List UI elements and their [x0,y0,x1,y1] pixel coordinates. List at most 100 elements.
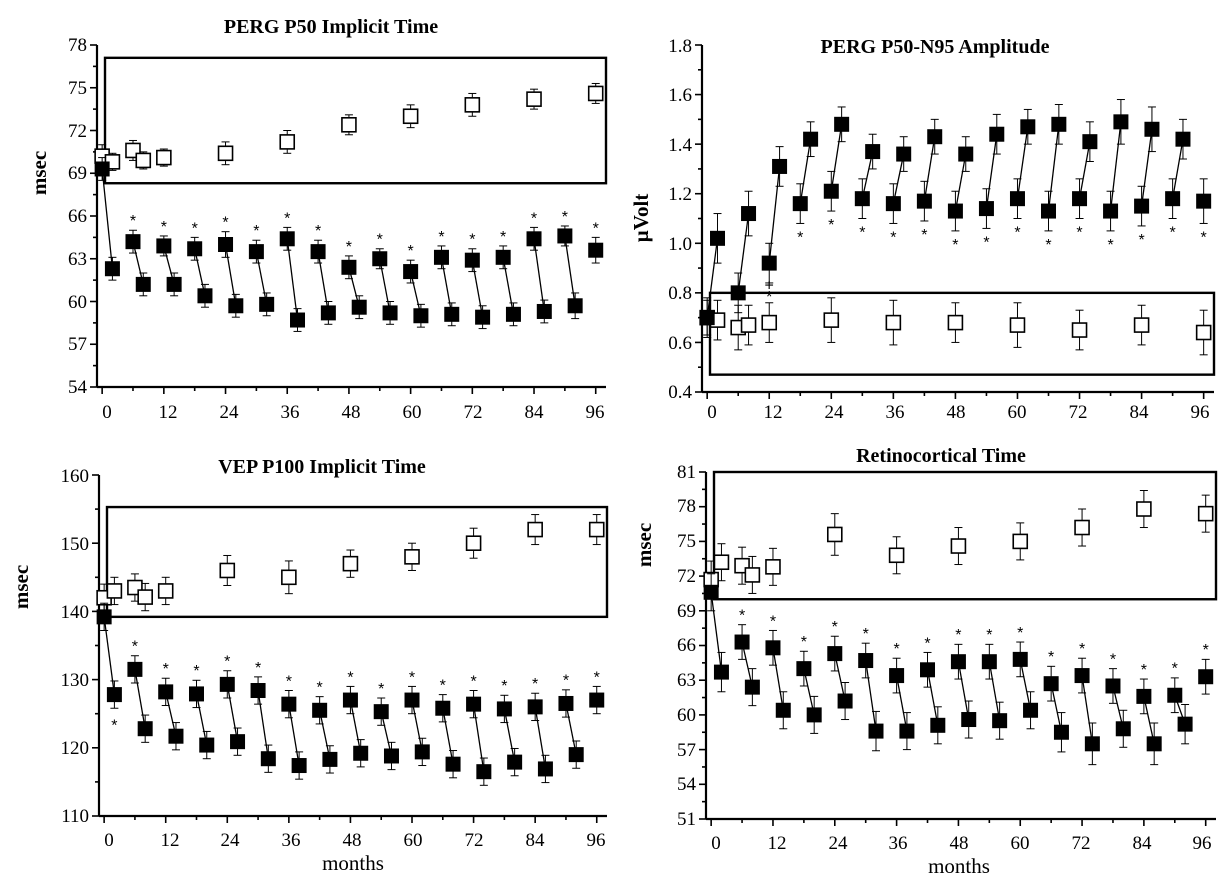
open-square-point [1074,519,1090,536]
open-square-point [826,526,843,543]
open-square-point [219,562,236,579]
filled-square-point [320,305,336,321]
x-tick-label: 48 [950,833,969,854]
chart-title: PERG P50 Implicit Time [224,16,438,38]
filled-square-point [713,664,729,680]
pair-connector [533,238,545,312]
filled-square-point [772,158,788,174]
filled-square-point [1074,668,1090,684]
chart-title: PERG P50-N95 Amplitude [821,36,1050,58]
significance-marker: * [828,217,834,234]
filled-square-point [312,702,328,718]
pair-connector [472,704,485,772]
y-tick-label: 110 [61,806,89,827]
pair-connector [957,661,970,720]
significance-marker: * [986,627,992,644]
filled-square-point [342,692,358,708]
y-tick-label: 130 [61,670,90,691]
filled-square-point [947,203,963,219]
x-tick-label: 96 [587,830,606,851]
x-tick-label: 24 [825,402,845,423]
y-tick-label: 0.4 [668,382,692,403]
y-tick-label: 140 [61,602,90,623]
y-tick-label: 1.6 [668,85,692,106]
pair-connector [1171,139,1184,199]
significance-marker: * [222,215,228,232]
filled-square-point [259,296,275,312]
filled-square-point [260,751,276,767]
filled-square-point [1167,687,1183,703]
filled-square-point [1175,131,1191,147]
filled-square-point [989,126,1005,142]
filled-square-point [920,662,936,678]
significance-marker: * [562,209,568,226]
y-tick-label: 160 [61,466,90,487]
significance-marker: * [797,230,803,247]
open-square-point [137,589,153,605]
x-tick-label: 24 [829,833,849,854]
pair-connector [1047,124,1060,212]
filled-square-point [1082,134,1098,150]
significance-marker: * [893,641,899,658]
pair-connector [195,693,208,746]
significance-marker: * [593,220,599,237]
pair-connector [1019,659,1032,711]
filled-square-point [475,309,491,325]
significance-marker: * [347,669,353,686]
y-axis-label: msec [632,523,656,567]
filled-square-point [1134,198,1150,214]
y-tick-labels: 110 120 130 140 150 160 [61,466,90,827]
open-square-point [404,549,420,565]
open-square-point [823,312,840,328]
pair-connector [379,258,391,314]
filled-square-point [710,230,726,246]
significance-marker: * [532,676,538,693]
filled-square-point [1053,724,1069,740]
x-tick-label: 72 [464,402,483,423]
filled-square-point [775,702,791,718]
significance-marker: * [377,232,383,249]
filled-square-point [1043,676,1059,692]
filled-square-point [1144,121,1160,137]
open-square-point [156,149,172,166]
filled-square-point [218,237,234,252]
x-tick-labels: 0 12 24 36 48 60 72 84 96 [104,830,605,851]
x-tick-label: 0 [104,830,114,851]
pair-connector [1140,129,1153,207]
filled-square-point [834,116,850,132]
filled-square-point [734,634,750,650]
significance-marker: * [801,634,807,651]
significance-marker: * [924,635,930,652]
pair-connector [1078,141,1091,199]
filled-square-point [291,758,307,774]
y-tick-label: 1.0 [668,234,692,255]
significance-marker: * [500,229,506,246]
open-square-point [740,317,757,333]
filled-square-point [858,653,874,669]
filled-square-point [476,764,492,780]
y-tick-label: 75 [68,78,87,99]
significance-marker: * [163,661,169,678]
x-tick-label: 96 [1193,833,1212,854]
x-tick-label: 12 [161,830,180,851]
y-tick-label: 72 [677,566,696,587]
y-tick-label: 78 [68,35,87,56]
significance-marker: * [955,627,961,644]
y-tick-label: 120 [61,738,90,759]
filled-square-point [104,261,120,277]
chart-panel-perg-p50-n95-amplitude: PERG P50-N95 Amplitude µVolt 0.4 0.6 0.8… [629,36,1216,423]
x-tick-label: 24 [221,830,241,851]
filled-square-point [703,584,719,600]
filled-square-point [230,734,246,750]
pair-connector [768,166,781,264]
filled-square-point [823,183,839,199]
y-tick-label: 0.8 [668,283,692,304]
pair-connector [442,708,454,765]
filled-square-point [741,206,757,222]
filled-square-point [94,161,110,177]
pair-connector [502,257,515,315]
pair-connector [564,235,576,306]
x-tick-labels: 0 12 24 36 48 60 72 84 96 [102,402,604,423]
open-square-point [1136,501,1152,517]
